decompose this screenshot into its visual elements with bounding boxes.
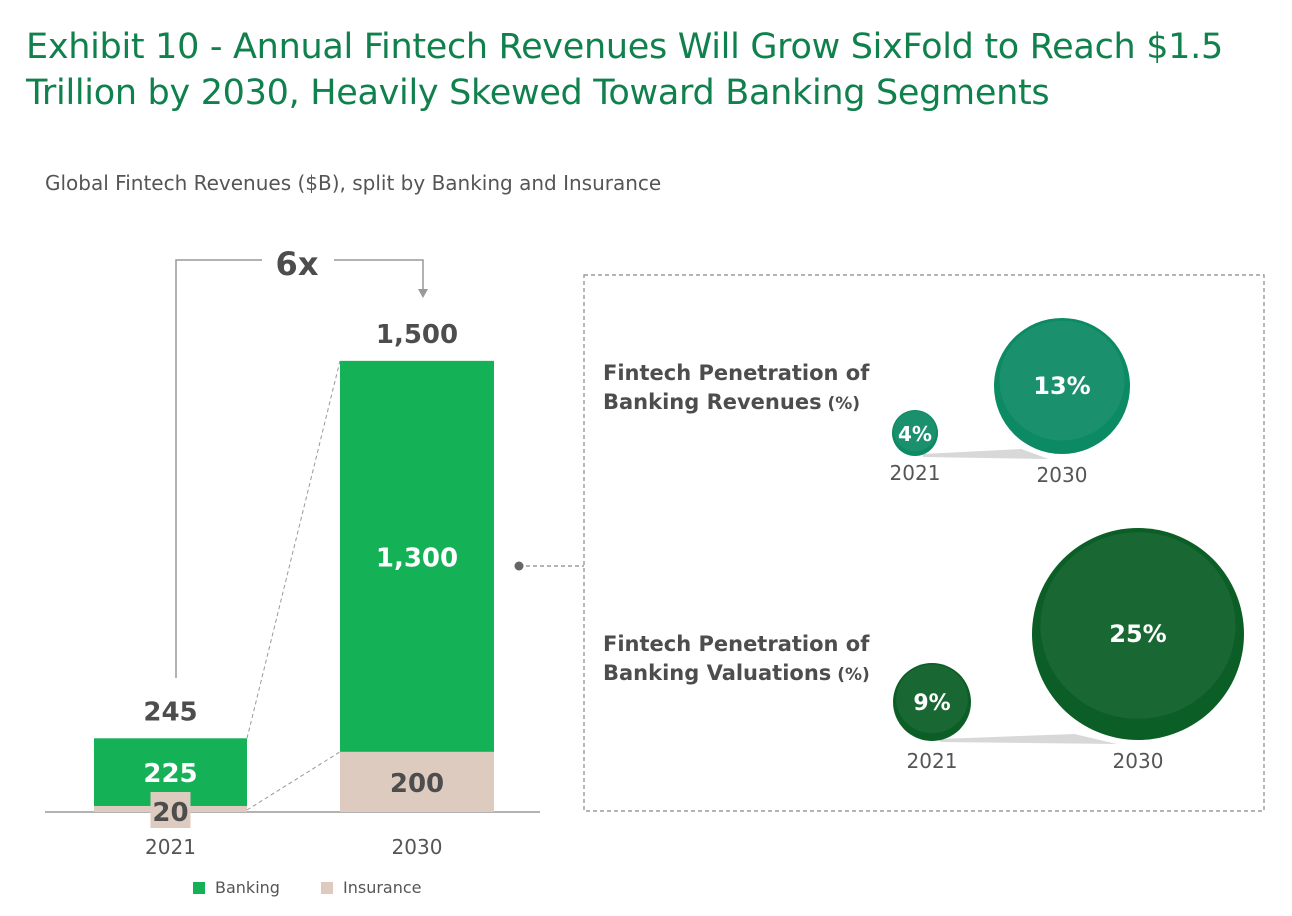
bubble-label-revenues-2021: 4% bbox=[898, 422, 932, 446]
panel-title-revenues-line1: Fintech Penetration of bbox=[603, 361, 870, 385]
panel-unit-valuations: (%) bbox=[831, 665, 870, 685]
bar-insurance-2030 bbox=[340, 751, 494, 812]
bubble-highlight-valuations-2030 bbox=[1040, 532, 1236, 719]
legend-item-banking: Banking bbox=[193, 878, 280, 897]
data-label-total-2021: 245 bbox=[143, 697, 197, 727]
chart-title: Exhibit 10 - Annual Fintech Revenues Wil… bbox=[26, 27, 1223, 113]
bubble-label-valuations-2021: 9% bbox=[913, 691, 950, 716]
legend-label-banking: Banking bbox=[215, 878, 280, 897]
growth-bracket-left bbox=[175, 259, 262, 678]
data-label-insurance-2021: 20 bbox=[152, 798, 188, 828]
data-label-banking-2030: 1,300 bbox=[376, 543, 458, 573]
bubble-valuations-2021 bbox=[893, 663, 971, 741]
bubble-year-revenues-2030: 2030 bbox=[1037, 463, 1088, 487]
chart-subtitle: Global Fintech Revenues ($B), split by B… bbox=[45, 171, 662, 195]
bubble-valuations-2030 bbox=[1032, 528, 1244, 740]
legend-swatch-insurance bbox=[321, 881, 333, 894]
growth-annotation: 6x bbox=[276, 245, 319, 283]
bubble-year-revenues-2021: 2021 bbox=[890, 461, 941, 485]
bubble-shadow-revenues bbox=[923, 449, 1049, 459]
bubble-year-valuations-2021: 2021 bbox=[907, 749, 958, 773]
x-tick-label-2030: 2030 bbox=[392, 835, 443, 859]
growth-bracket-right bbox=[334, 259, 424, 292]
bubble-highlight-revenues-2021 bbox=[893, 410, 937, 452]
data-label-banking-2021: 225 bbox=[143, 759, 197, 789]
connector-line-top bbox=[246, 360, 341, 739]
bar-banking-2030 bbox=[340, 360, 494, 752]
bubble-highlight-valuations-2021 bbox=[896, 664, 968, 734]
data-label-insurance-2030: 200 bbox=[390, 769, 444, 799]
bubble-label-revenues-2030: 13% bbox=[1033, 372, 1090, 400]
panel-title-valuations-line1: Fintech Penetration of bbox=[603, 632, 870, 656]
panel-title-valuations-line2: Banking Valuations (%) bbox=[603, 661, 870, 685]
bubble-revenues-2030 bbox=[994, 318, 1130, 454]
data-label-bg-insurance-2021 bbox=[150, 792, 191, 828]
legend-label-insurance: Insurance bbox=[343, 878, 422, 897]
connector-line-bottom bbox=[246, 751, 341, 811]
panel-title-revenues-line2: Banking Revenues (%) bbox=[603, 390, 860, 414]
bubble-revenues-2021 bbox=[892, 410, 938, 456]
bubble-shadow-valuations bbox=[940, 734, 1117, 744]
growth-bracket-arrowhead bbox=[418, 289, 428, 298]
bubble-highlight-revenues-2030 bbox=[999, 320, 1125, 441]
data-label-total-2030: 1,500 bbox=[376, 320, 458, 350]
legend-swatch-banking bbox=[193, 881, 205, 894]
panel-connector-dot bbox=[514, 561, 524, 571]
legend-item-insurance: Insurance bbox=[321, 878, 422, 897]
bubble-label-valuations-2030: 25% bbox=[1109, 620, 1166, 648]
x-tick-label-2021: 2021 bbox=[145, 835, 196, 859]
bubble-panel-frame bbox=[583, 274, 1265, 812]
panel-unit-revenues: (%) bbox=[822, 394, 861, 414]
bubble-year-valuations-2030: 2030 bbox=[1113, 749, 1164, 773]
